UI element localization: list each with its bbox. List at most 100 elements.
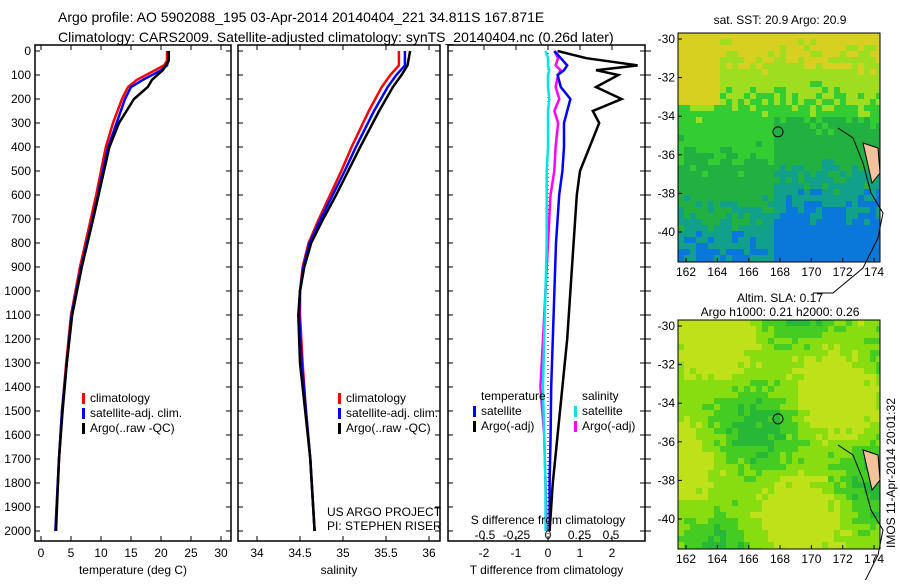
map-cell xyxy=(738,440,744,446)
map-cell xyxy=(864,111,870,117)
x-tick-label: 20 xyxy=(154,546,168,560)
map-cell xyxy=(750,374,756,380)
map-cell xyxy=(822,171,828,177)
map-cell xyxy=(756,416,762,422)
map-cell xyxy=(852,45,858,51)
map-cell xyxy=(744,123,750,129)
map-cell xyxy=(696,63,702,69)
map-cell xyxy=(696,87,702,93)
map-cell xyxy=(702,488,708,494)
map-cell xyxy=(780,482,786,488)
map-cell xyxy=(852,476,858,482)
map-cell xyxy=(852,249,858,255)
x-tick-label: 35 xyxy=(336,546,350,560)
map-cell xyxy=(750,500,756,506)
map-cell xyxy=(816,368,822,374)
map-cell xyxy=(708,374,714,380)
map-cell xyxy=(756,368,762,374)
map-cell xyxy=(702,153,708,159)
map-cell xyxy=(714,422,720,428)
map-cell xyxy=(798,398,804,404)
map-cell xyxy=(684,69,690,75)
map-cell xyxy=(690,141,696,147)
map-cell xyxy=(870,518,876,524)
x2-tick-label: 0 xyxy=(545,528,552,542)
map-cell xyxy=(840,344,846,350)
map-cell xyxy=(696,147,702,153)
map-cell xyxy=(708,494,714,500)
map-cell xyxy=(852,500,858,506)
map-cell xyxy=(756,213,762,219)
map-cell xyxy=(696,344,702,350)
map-cell xyxy=(738,231,744,237)
map-cell xyxy=(774,470,780,476)
map-cell xyxy=(732,344,738,350)
map-cell xyxy=(696,33,702,39)
map-cell xyxy=(762,326,768,332)
map-cell xyxy=(828,512,834,518)
map-cell xyxy=(708,129,714,135)
map-cell xyxy=(732,350,738,356)
map-cell xyxy=(684,219,690,225)
map-cell xyxy=(864,51,870,57)
map-cell xyxy=(876,380,880,386)
map-cell xyxy=(720,141,726,147)
map-cell xyxy=(684,530,690,536)
map-cell xyxy=(822,362,828,368)
map-cell xyxy=(726,332,732,338)
map-cell xyxy=(762,416,768,422)
map-cell xyxy=(750,458,756,464)
legend-label: satellite-adj. clim. xyxy=(346,406,438,420)
map-cell xyxy=(744,398,750,404)
map-cell xyxy=(750,368,756,374)
map-cell xyxy=(762,69,768,75)
map-cell xyxy=(738,81,744,87)
map-cell xyxy=(792,159,798,165)
map-cell xyxy=(810,249,816,255)
map-cell xyxy=(780,225,786,231)
map-cell xyxy=(876,320,880,326)
map-cell xyxy=(846,494,852,500)
map-cell xyxy=(810,129,816,135)
map-cell xyxy=(840,195,846,201)
map-cell xyxy=(804,530,810,536)
map-cell xyxy=(744,165,750,171)
map-cell xyxy=(864,195,870,201)
map-cell xyxy=(738,147,744,153)
map-cell xyxy=(702,177,708,183)
map-cell xyxy=(846,428,852,434)
map-cell xyxy=(780,392,786,398)
map-cell xyxy=(804,69,810,75)
map-cell xyxy=(762,129,768,135)
map-cell xyxy=(750,195,756,201)
map-cell xyxy=(846,536,852,542)
map-cell xyxy=(756,177,762,183)
map-cell xyxy=(786,225,792,231)
map-cell xyxy=(798,536,804,542)
map-cell xyxy=(726,338,732,344)
map-cell xyxy=(756,141,762,147)
map-cell xyxy=(816,404,822,410)
map-cell xyxy=(720,117,726,123)
map-cell xyxy=(744,482,750,488)
map-cell xyxy=(720,213,726,219)
map-cell xyxy=(744,512,750,518)
map-cell xyxy=(840,530,846,536)
map-cell xyxy=(864,39,870,45)
map-cell xyxy=(876,237,880,243)
map-cell xyxy=(690,57,696,63)
map-cell xyxy=(696,105,702,111)
map-cell xyxy=(714,446,720,452)
map-cell xyxy=(714,386,720,392)
map-cell xyxy=(816,171,822,177)
map-cell xyxy=(732,57,738,63)
map-cell xyxy=(786,434,792,440)
map-cell xyxy=(744,326,750,332)
map-cell xyxy=(732,105,738,111)
map-cell xyxy=(720,434,726,440)
map-cell xyxy=(876,440,880,446)
map-cell xyxy=(834,434,840,440)
map-cell xyxy=(762,422,768,428)
map-cell xyxy=(864,506,870,512)
map-cell xyxy=(684,518,690,524)
